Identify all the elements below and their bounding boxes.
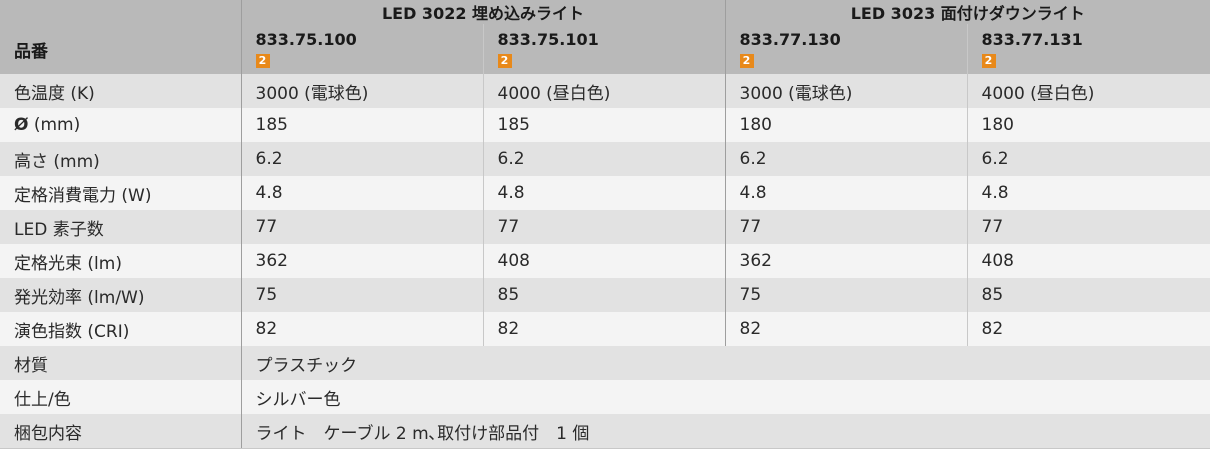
cell: 77 <box>966 210 1210 244</box>
row-label: Ø (mm) <box>0 108 241 142</box>
cell: 77 <box>240 210 483 244</box>
row-label: 材質 <box>0 346 241 380</box>
table-row: 演色指数 (CRI) 82 82 82 82 <box>0 312 1210 346</box>
cell: シルバー色 <box>240 380 1210 414</box>
product-col-1: 833.75.100 2 <box>240 24 483 74</box>
badge-icon: 2 <box>255 54 270 68</box>
product-code: 833.77.131 <box>981 30 1083 49</box>
row-label: 色温度 (K) <box>0 74 241 108</box>
cell: 6.2 <box>724 142 967 176</box>
header-corner <box>0 0 241 24</box>
cell: 75 <box>240 278 483 312</box>
cell: 82 <box>240 312 483 346</box>
product-code: 833.75.100 <box>255 30 357 49</box>
cell: 3000 (電球色) <box>240 74 483 108</box>
cell: 408 <box>966 244 1210 278</box>
product-code: 833.75.101 <box>497 30 599 49</box>
cell: 185 <box>240 108 483 142</box>
table-row: Ø (mm) 185 185 180 180 <box>0 108 1210 142</box>
cell: 82 <box>724 312 967 346</box>
table-row: 色温度 (K) 3000 (電球色) 4000 (昼白色) 3000 (電球色)… <box>0 74 1210 108</box>
cell: 4.8 <box>240 176 483 210</box>
cell: 6.2 <box>966 142 1210 176</box>
cell: 362 <box>240 244 483 278</box>
cell: 4.8 <box>966 176 1210 210</box>
spec-table: LED 3022 埋め込みライト LED 3023 面付けダウンライト 品番 8… <box>0 0 1210 449</box>
row-label: 梱包内容 <box>0 414 241 449</box>
row-label: 高さ (mm) <box>0 142 241 176</box>
cell: ライト ケーブル 2 m､取付け部品付 1 個 <box>240 414 1210 449</box>
cell: 4000 (昼白色) <box>966 74 1210 108</box>
table-row: 定格消費電力 (W) 4.8 4.8 4.8 4.8 <box>0 176 1210 210</box>
row-label: 定格光束 (lm) <box>0 244 241 278</box>
table-row: LED 素子数 77 77 77 77 <box>0 210 1210 244</box>
badge-icon: 2 <box>739 54 754 68</box>
cell: 3000 (電球色) <box>724 74 967 108</box>
row-label: 仕上/色 <box>0 380 241 414</box>
diameter-symbol: Ø <box>14 115 29 135</box>
cell: 82 <box>482 312 725 346</box>
cell: プラスチック <box>240 346 1210 380</box>
cell: 85 <box>966 278 1210 312</box>
row-label: LED 素子数 <box>0 210 241 244</box>
cell: 77 <box>724 210 967 244</box>
product-code: 833.77.130 <box>739 30 841 49</box>
row-label: 演色指数 (CRI) <box>0 312 241 346</box>
cell: 180 <box>966 108 1210 142</box>
group-header-row: LED 3022 埋め込みライト LED 3023 面付けダウンライト <box>0 0 1210 24</box>
table-row: 高さ (mm) 6.2 6.2 6.2 6.2 <box>0 142 1210 176</box>
table-row: 定格光束 (lm) 362 408 362 408 <box>0 244 1210 278</box>
badge-icon: 2 <box>981 54 996 68</box>
cell: 185 <box>482 108 725 142</box>
row-label: 発光効率 (lm/W) <box>0 278 241 312</box>
cell: 6.2 <box>482 142 725 176</box>
cell: 6.2 <box>240 142 483 176</box>
cell: 408 <box>482 244 725 278</box>
cell: 4.8 <box>724 176 967 210</box>
cell: 77 <box>482 210 725 244</box>
cell: 75 <box>724 278 967 312</box>
product-number-label: 品番 <box>0 24 241 74</box>
group-header-surface: LED 3023 面付けダウンライト <box>724 0 1210 24</box>
cell: 4.8 <box>482 176 725 210</box>
product-col-3: 833.77.130 2 <box>724 24 967 74</box>
cell: 180 <box>724 108 967 142</box>
group-header-recessed: LED 3022 埋め込みライト <box>240 0 725 24</box>
cell: 362 <box>724 244 967 278</box>
product-header-row: 品番 833.75.100 2 833.75.101 2 833.77.130 2 8… <box>0 24 1210 74</box>
table-row: 材質 プラスチック <box>0 346 1210 380</box>
cell: 85 <box>482 278 725 312</box>
product-col-4: 833.77.131 2 <box>966 24 1210 74</box>
cell: 4000 (昼白色) <box>482 74 725 108</box>
badge-icon: 2 <box>497 54 512 68</box>
row-label: 定格消費電力 (W) <box>0 176 241 210</box>
cell: 82 <box>966 312 1210 346</box>
product-col-2: 833.75.101 2 <box>482 24 725 74</box>
table-row: 仕上/色 シルバー色 <box>0 380 1210 414</box>
table-row: 発光効率 (lm/W) 75 85 75 85 <box>0 278 1210 312</box>
table-row: 梱包内容 ライト ケーブル 2 m､取付け部品付 1 個 <box>0 414 1210 449</box>
row-label-unit: (mm) <box>28 115 81 135</box>
